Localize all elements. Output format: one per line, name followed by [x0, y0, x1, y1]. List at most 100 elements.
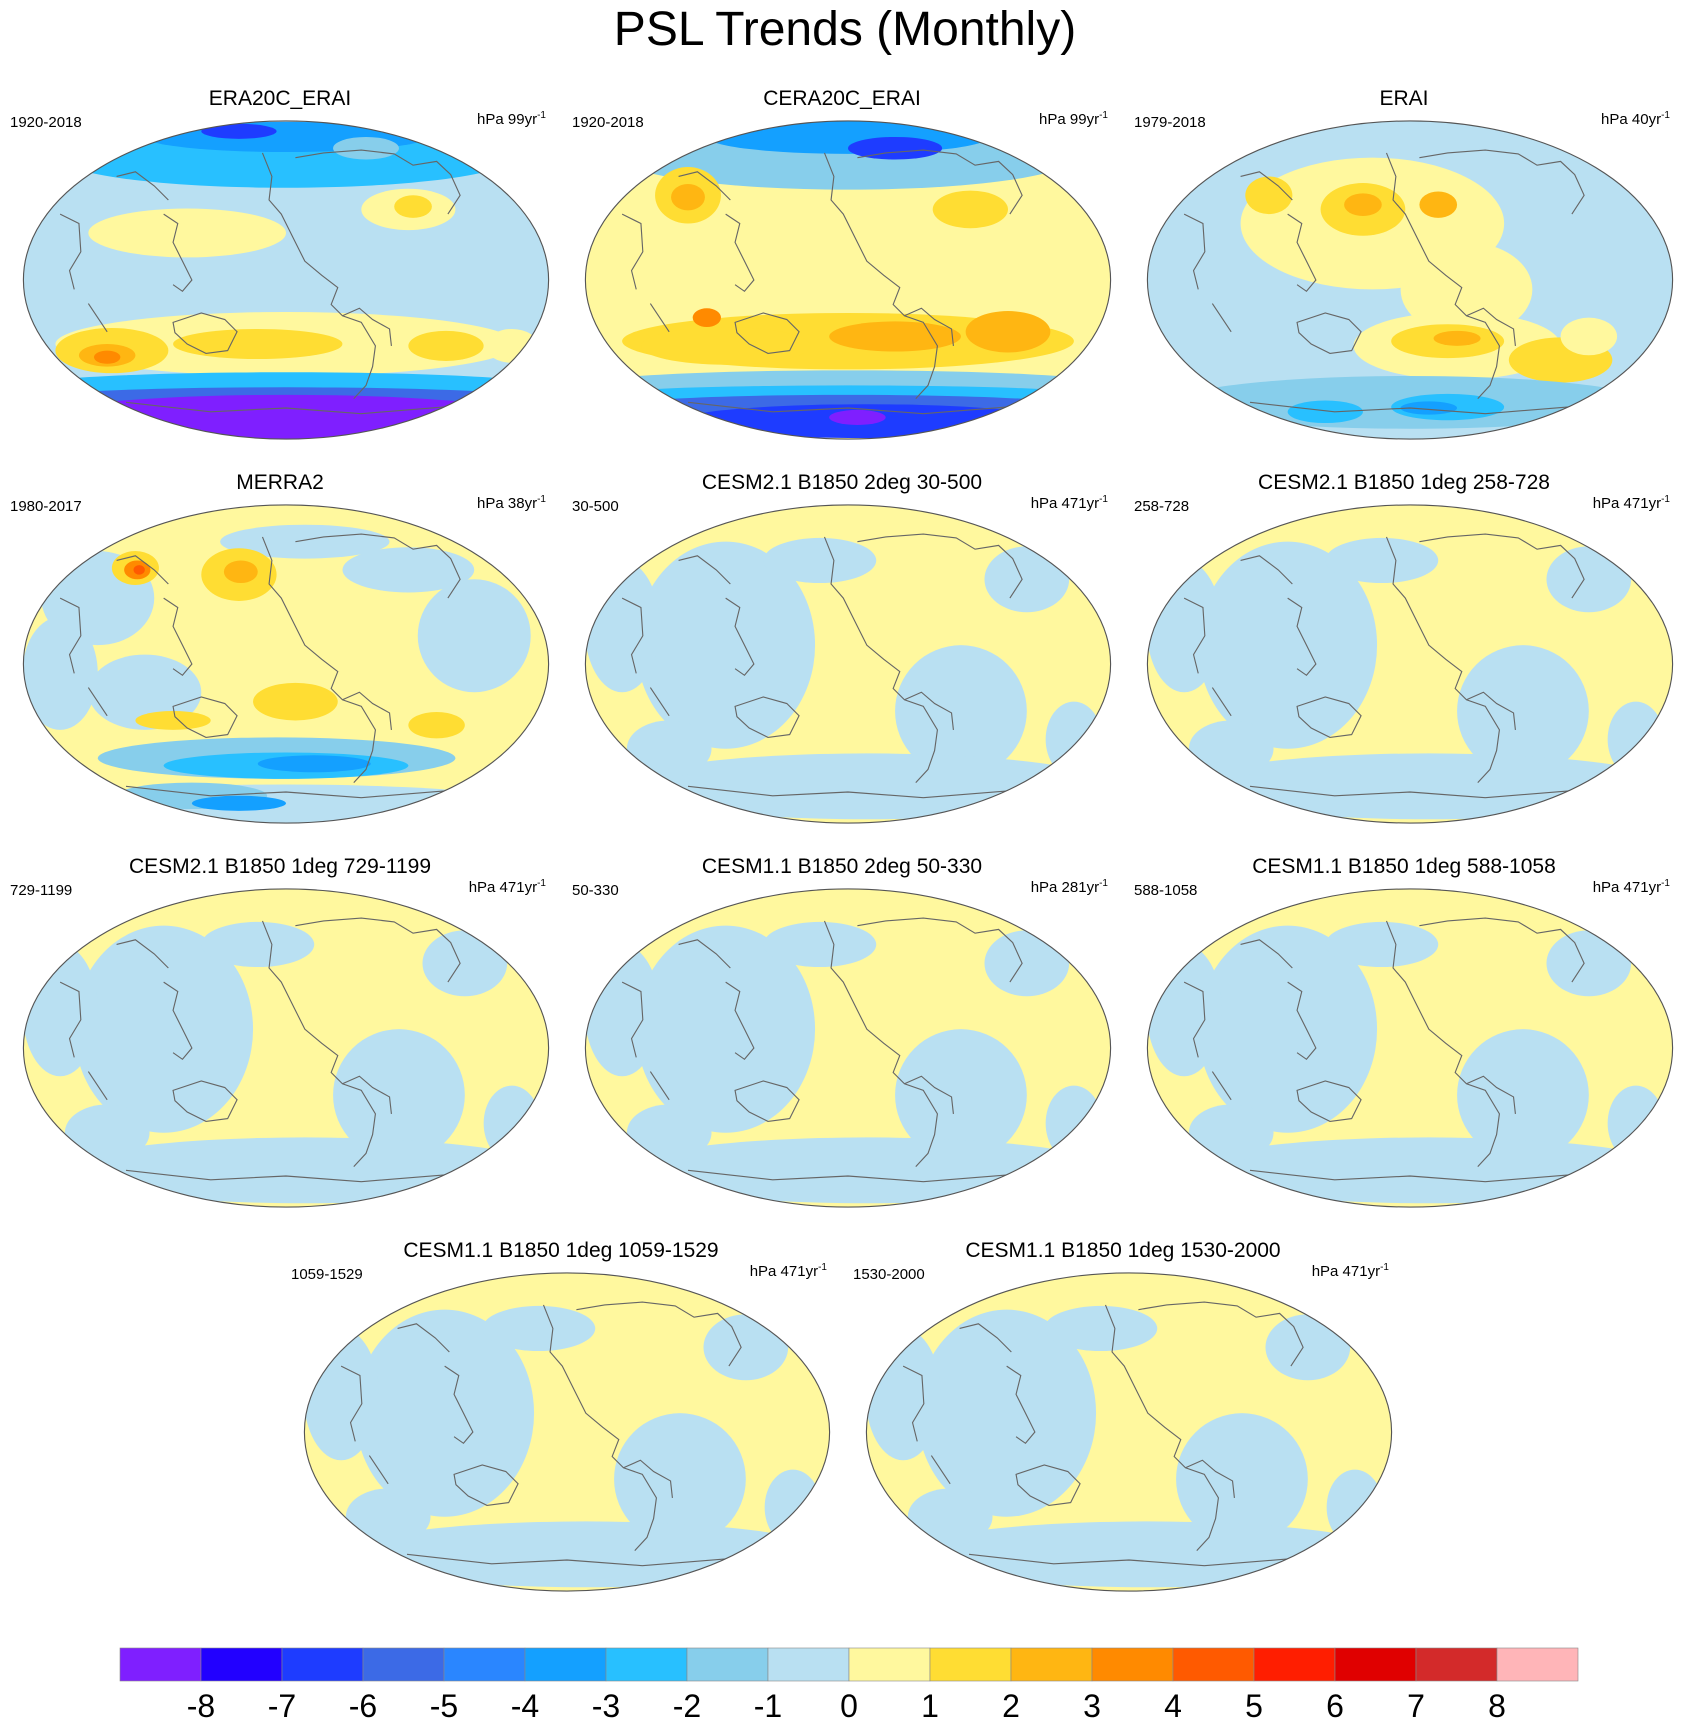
coastline: [116, 555, 169, 585]
panel-units: hPa 99yr-1: [1039, 110, 1108, 128]
panel-title: CESM1.1 B1850 1deg 1059-1529: [403, 1239, 719, 1262]
trend-contour: [1326, 1469, 1384, 1545]
coastline: [1015, 1464, 1081, 1506]
map-panel-cesm21-1deg-258-728: CESM2.1 B1850 1deg 258-728 258-728 hPa 4…: [1124, 470, 1684, 845]
coastline: [621, 213, 644, 290]
coastline: [930, 1455, 951, 1485]
colorbar-swatch: [1253, 1647, 1336, 1682]
coastline: [823, 536, 938, 783]
trend-contour: [866, 1328, 941, 1461]
trend-contour: [1198, 541, 1378, 749]
trend-contour: [74, 925, 254, 1133]
panel-units: hPa 471yr-1: [1592, 494, 1670, 512]
trend-contour: [640, 327, 811, 365]
coastline: [623, 1459, 673, 1498]
coastline: [1287, 981, 1317, 1061]
coastline: [59, 981, 82, 1058]
trend-contour: [1245, 176, 1293, 215]
coastline: [1419, 149, 1585, 215]
colorbar-swatch: [1172, 1647, 1255, 1682]
trend-map: [303, 1272, 831, 1592]
map-panel-cesm11-1deg-588-1058: CESM1.1 B1850 1deg 588-1058 588-1058 hPa…: [1124, 854, 1684, 1229]
coastline: [261, 920, 376, 1167]
map-panel-merra2: MERRA2 1980-2017 hPa 38yr-1: [0, 470, 560, 845]
colorbar-swatch: [119, 1647, 202, 1682]
map-outline: [584, 120, 1112, 440]
trend-map: [584, 888, 1112, 1208]
coastline: [59, 597, 82, 674]
coastline: [1138, 1301, 1304, 1367]
coastline: [649, 1071, 670, 1101]
coastline: [295, 533, 461, 599]
colorbar-swatch: [281, 1647, 364, 1682]
trend-contour: [1147, 944, 1222, 1077]
trend-contour: [485, 328, 539, 363]
coastline: [904, 307, 954, 346]
colorbar-tick-label: -8: [187, 1688, 215, 1724]
coastline: [172, 1080, 238, 1122]
trend-contour: [671, 184, 705, 211]
colorbar-tick-label: -5: [430, 1688, 458, 1724]
colorbar-tick-label: 2: [1002, 1688, 1020, 1724]
coastline: [857, 533, 1023, 599]
panel-units: hPa 471yr-1: [468, 878, 546, 896]
trend-contour: [692, 308, 721, 328]
colorbar-tick-label: 7: [1407, 1688, 1425, 1724]
trend-contour: [422, 930, 508, 997]
panel-period: 1979-2018: [1134, 114, 1206, 131]
colorbar-swatch: [848, 1647, 931, 1682]
colorbar-swatch: [929, 1647, 1012, 1682]
panel-period: 1059-1529: [291, 1266, 363, 1283]
trend-map: [1146, 888, 1674, 1208]
coastline: [1249, 1169, 1580, 1183]
coastline: [687, 401, 1018, 415]
colorbar-tick-label: 1: [921, 1688, 939, 1724]
map-outline: [22, 504, 550, 824]
coastline: [1466, 691, 1516, 730]
colorbar-swatch: [1010, 1647, 1093, 1682]
coastline: [576, 1301, 742, 1367]
map-outline: [303, 1272, 831, 1592]
map-field: [23, 888, 549, 1208]
trend-contour: [345, 1488, 431, 1545]
trend-contour: [417, 579, 531, 693]
colorbar-tick-label: 0: [840, 1688, 858, 1724]
coastline: [959, 1323, 1012, 1353]
trend-contour: [917, 1309, 1097, 1517]
panel-period: 729-1199: [10, 882, 73, 899]
coastline: [116, 171, 169, 201]
coastline: [453, 1464, 519, 1506]
trend-contour: [614, 1413, 746, 1545]
colorbar-swatch: [1415, 1647, 1498, 1682]
coastline: [342, 1075, 392, 1114]
trend-contour: [1419, 191, 1458, 218]
coastline: [397, 1323, 450, 1353]
trend-contour: [907, 1488, 993, 1545]
panel-title: CESM1.1 B1850 1deg 1530-2000: [965, 1239, 1281, 1262]
panel-title: CESM2.1 B1850 1deg 729-1199: [129, 855, 431, 878]
panel-period: 258-728: [1134, 498, 1190, 515]
trend-contour: [23, 616, 98, 730]
trend-contour: [1607, 1085, 1665, 1161]
coastline: [1296, 696, 1362, 738]
map-panel-cesm11-1deg-1530-2000: CESM1.1 B1850 1deg 1530-2000 1530-2000 h…: [843, 1238, 1403, 1613]
trend-contour: [772, 240, 980, 282]
trend-contour: [829, 409, 886, 425]
trend-contour: [1287, 400, 1363, 424]
trend-map: [22, 120, 550, 440]
map-outline: [1146, 120, 1674, 440]
colorbar-swatch: [1091, 1647, 1174, 1682]
trend-contour: [1325, 537, 1439, 584]
panel-period: 50-330: [572, 882, 619, 899]
trend-contour: [626, 1104, 712, 1161]
trend-contour: [1265, 1314, 1351, 1381]
trend-contour: [585, 560, 660, 693]
colorbar-swatch: [767, 1647, 850, 1682]
colorbar-tick-label: 5: [1245, 1688, 1263, 1724]
trend-contour: [1044, 1305, 1158, 1352]
coastline: [823, 920, 938, 1167]
trend-contour: [965, 311, 1051, 353]
trend-map: [1146, 120, 1674, 440]
map-field: [1147, 888, 1673, 1208]
map-field: [585, 504, 1111, 824]
